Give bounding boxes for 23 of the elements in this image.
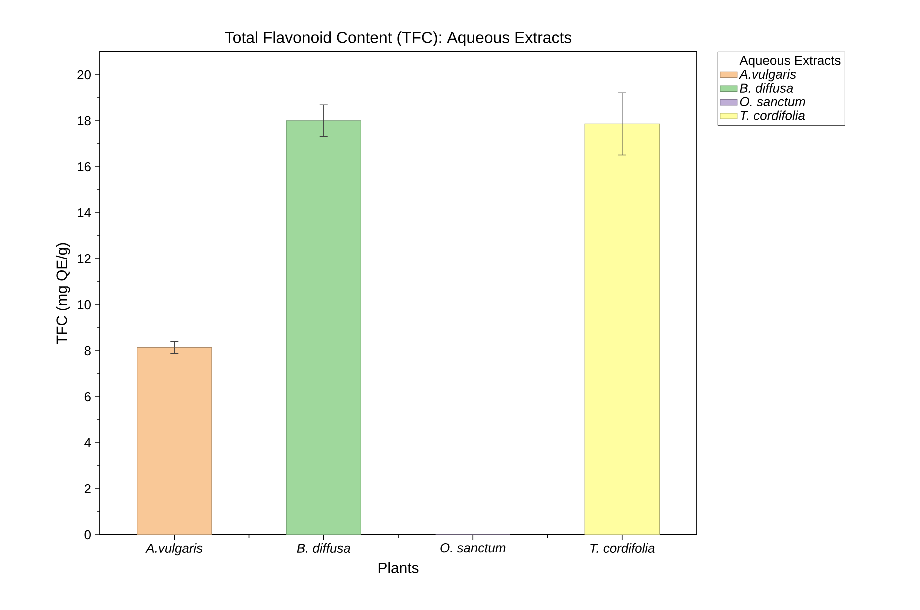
y-tick-label: 4 xyxy=(84,438,92,448)
y-axis-title: TFC (mg QE/g) xyxy=(56,243,70,344)
x-axis-title: Plants xyxy=(378,562,419,574)
y-tick-label: 10 xyxy=(78,300,91,310)
y-tick-label: 8 xyxy=(84,346,91,356)
x-tick-label: T. cordifolia xyxy=(590,544,655,554)
x-tick-label: A.vulgaris xyxy=(146,544,203,556)
x-tick-label: B. diffusa xyxy=(297,544,350,554)
legend-label: A.vulgaris xyxy=(739,70,796,82)
y-tick-label: 14 xyxy=(78,208,92,218)
legend-label: O. sanctum xyxy=(740,97,806,106)
y-tick-label: 20 xyxy=(78,70,91,80)
y-tick-label: 18 xyxy=(78,116,91,126)
y-tick-label: 12 xyxy=(78,254,91,264)
y-tick-label: 6 xyxy=(84,392,91,402)
x-tick-label: O. sanctum xyxy=(440,544,506,553)
y-tick-label: 2 xyxy=(84,484,91,494)
chart-title: Total Flavonoid Content (TFC): Aqueous Extracts xyxy=(225,32,572,46)
legend-title: Aqueous Extracts xyxy=(740,56,841,68)
legend-label: B. diffusa xyxy=(740,83,794,93)
y-tick-label: 0 xyxy=(84,530,91,540)
y-tick-label: 16 xyxy=(78,162,91,172)
legend-label: T. cordifolia xyxy=(740,110,806,120)
